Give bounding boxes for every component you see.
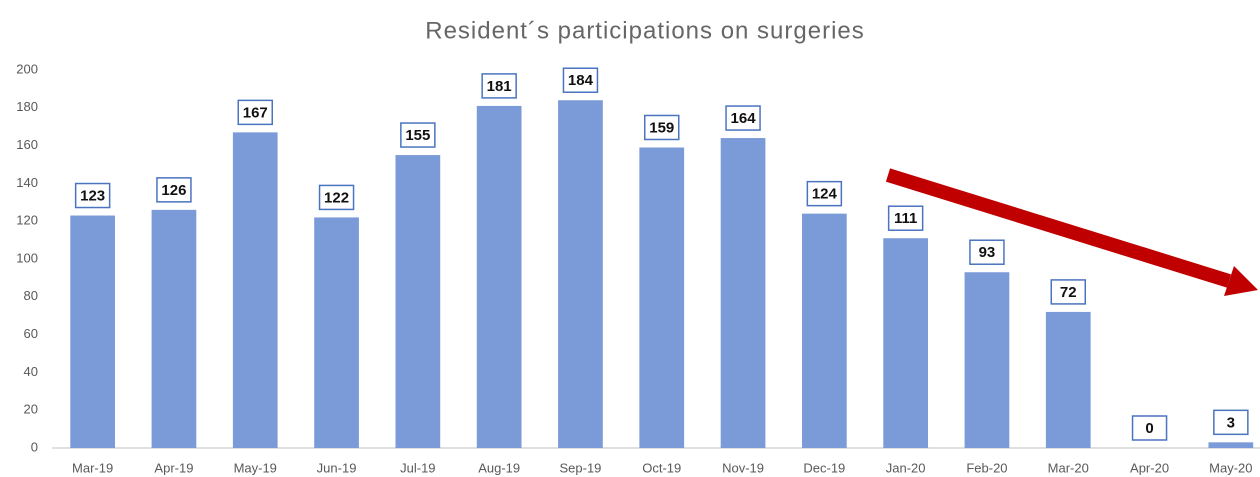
bar [70, 215, 116, 448]
value-label: 93 [979, 244, 996, 261]
x-tick-label: Feb-20 [966, 460, 1007, 475]
x-tick-label: Dec-19 [803, 460, 845, 475]
y-tick-label: 60 [24, 326, 38, 341]
bar [151, 209, 197, 448]
y-tick-label: 0 [31, 439, 38, 454]
bar [883, 238, 929, 448]
bar [476, 105, 522, 448]
value-label: 126 [161, 182, 186, 199]
bar [558, 100, 603, 449]
y-tick-label: 20 [24, 402, 38, 417]
x-tick-label: Nov-19 [722, 460, 764, 475]
value-label-box [74, 182, 111, 209]
x-tick-label: Aug-19 [478, 460, 520, 475]
value-label-box [400, 122, 436, 148]
bar [1045, 311, 1091, 448]
value-label: 122 [324, 189, 349, 206]
bar [964, 272, 1010, 448]
value-label-box [237, 99, 273, 126]
value-label: 111 [894, 210, 917, 227]
y-tick-label: 80 [24, 288, 38, 303]
x-tick-label: Oct-19 [642, 460, 681, 475]
value-label-box [887, 205, 924, 231]
y-tick-label: 160 [16, 137, 38, 152]
bar [801, 213, 847, 448]
y-tick-label: 120 [16, 213, 38, 228]
value-label-box [318, 184, 355, 211]
bar [314, 217, 359, 448]
value-label-box [725, 105, 761, 131]
bar [232, 132, 278, 448]
x-tick-label: Mar-20 [1048, 460, 1089, 475]
y-tick-label: 180 [16, 99, 38, 114]
value-label-box [644, 114, 680, 141]
value-label-box [481, 73, 517, 99]
value-label: 124 [812, 186, 838, 203]
trend-arrow [885, 168, 1258, 296]
x-tick-label: May-19 [234, 460, 277, 475]
x-tick-label: Sep-19 [559, 460, 601, 475]
arrow-head [1224, 266, 1258, 296]
x-tick-label: Apr-19 [154, 460, 193, 475]
value-label-box [562, 67, 599, 93]
arrow-shaft [885, 168, 1232, 288]
value-label: 164 [731, 110, 757, 127]
value-label: 72 [1060, 284, 1077, 301]
bar [639, 147, 685, 449]
bar [1208, 442, 1254, 448]
value-label: 123 [80, 187, 105, 204]
x-tick-label: Jun-19 [317, 460, 357, 475]
value-label: 0 [1145, 420, 1153, 437]
value-label: 3 [1227, 414, 1235, 431]
chart-title: Resident´s participations on surgeries [425, 17, 865, 44]
bar [395, 155, 441, 449]
value-label-box [1213, 409, 1249, 436]
y-tick-label: 140 [16, 175, 38, 190]
value-label-box [1050, 279, 1086, 305]
x-tick-label: May-20 [1209, 460, 1252, 475]
x-tick-label: Jul-19 [400, 460, 435, 475]
value-label: 159 [649, 119, 674, 136]
value-label-box [1131, 415, 1168, 441]
x-tick-label: Jan-20 [886, 460, 926, 475]
value-label-box [156, 177, 192, 203]
x-tick-label: Apr-20 [1130, 460, 1169, 475]
value-label: 184 [568, 72, 594, 89]
value-label: 167 [243, 104, 268, 121]
value-label: 181 [487, 78, 512, 95]
value-label-box [969, 239, 1005, 265]
value-label-box [806, 180, 843, 207]
y-tick-label: 40 [24, 364, 38, 379]
x-tick-label: Mar-19 [72, 460, 113, 475]
y-tick-label: 100 [16, 250, 38, 265]
bar [720, 138, 766, 449]
value-label: 155 [405, 127, 430, 144]
y-tick-label: 200 [16, 61, 38, 76]
